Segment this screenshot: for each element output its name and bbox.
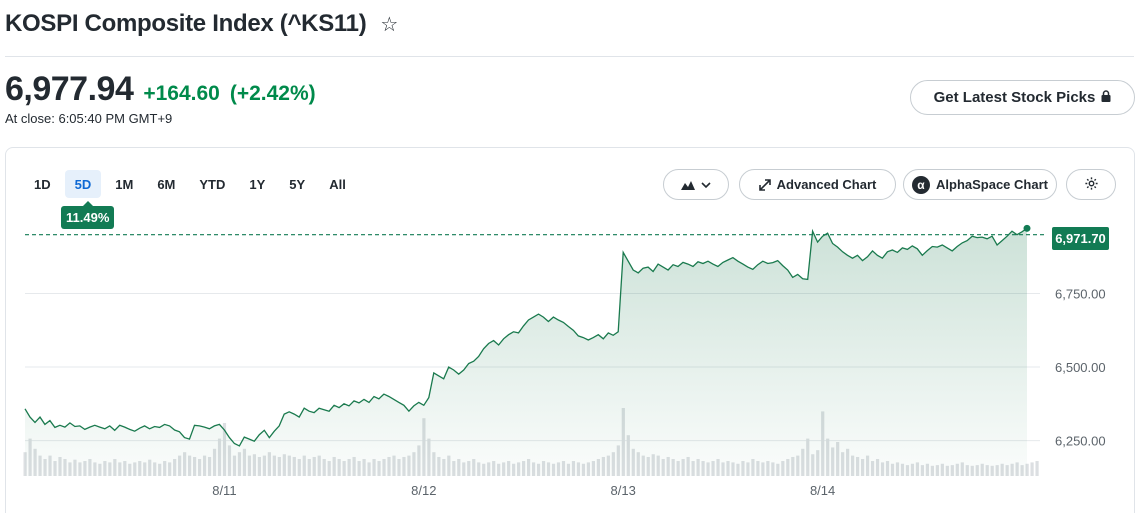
- advanced-chart-label: Advanced Chart: [776, 177, 877, 192]
- price-area: [25, 228, 1027, 476]
- tab-1y[interactable]: 1Y: [249, 176, 266, 192]
- alphaspace-icon: α: [912, 175, 930, 194]
- tab-ytd[interactable]: YTD: [199, 176, 226, 192]
- star-icon[interactable]: ☆: [380, 13, 399, 36]
- volume-bar: [1030, 462, 1034, 476]
- close-time: At close: 6:05:40 PM GMT+9: [5, 111, 173, 126]
- volume-bar: [1025, 463, 1029, 476]
- alphaspace-chart-button[interactable]: α AlphaSpace Chart: [903, 169, 1057, 200]
- range-tabs: 1D 5D 1M 6M YTD 1Y 5Y All: [24, 170, 356, 198]
- advanced-chart-button[interactable]: Advanced Chart: [739, 169, 896, 200]
- y-tick-label: 6,750.00: [1055, 287, 1106, 302]
- title-divider: [5, 56, 1134, 57]
- price-change: +164.60: [143, 82, 220, 105]
- y-tick-label: 6,500.00: [1055, 360, 1106, 375]
- current-price: 6,977.94: [5, 70, 134, 108]
- alphaspace-chart-label: AlphaSpace Chart: [936, 177, 1048, 192]
- x-tick-label: 8/12: [411, 483, 436, 498]
- x-tick-label: 8/14: [810, 483, 835, 498]
- chevron-down-icon: [701, 177, 711, 192]
- last-price-dot: [1023, 224, 1031, 232]
- get-stock-picks-button[interactable]: Get Latest Stock Picks: [910, 80, 1135, 115]
- quote-price-row: 6,977.94 +164.60 (+2.42%): [5, 70, 316, 109]
- expand-icon: [758, 178, 771, 191]
- tab-1m[interactable]: 1M: [115, 176, 134, 192]
- tab-5d[interactable]: 5D: [64, 170, 102, 198]
- performance-badge: 11.49%: [61, 201, 115, 229]
- settings-button[interactable]: [1066, 169, 1116, 200]
- tab-5y[interactable]: 5Y: [289, 176, 306, 192]
- gear-icon: [1084, 176, 1099, 194]
- current-price-tag: 6,971.70: [1052, 227, 1109, 250]
- chart-type-button[interactable]: [663, 169, 729, 200]
- volume-bar: [1035, 461, 1039, 476]
- price-line: [24, 227, 1028, 447]
- mountain-chart-icon: [681, 180, 695, 190]
- tab-1d[interactable]: 1D: [34, 176, 51, 192]
- y-tick-label: 6,250.00: [1055, 434, 1106, 449]
- x-tick-label: 8/13: [611, 483, 636, 498]
- tab-6m[interactable]: 6M: [157, 176, 176, 192]
- lock-icon: [1101, 90, 1111, 105]
- page-title: KOSPI Composite Index (^KS11): [5, 10, 367, 37]
- x-tick-label: 8/11: [212, 483, 236, 498]
- title-row: KOSPI Composite Index (^KS11) ☆: [5, 10, 398, 38]
- get-stock-picks-label: Get Latest Stock Picks: [933, 89, 1096, 106]
- tab-all[interactable]: All: [329, 176, 346, 192]
- price-change-percent: (+2.42%): [229, 82, 316, 105]
